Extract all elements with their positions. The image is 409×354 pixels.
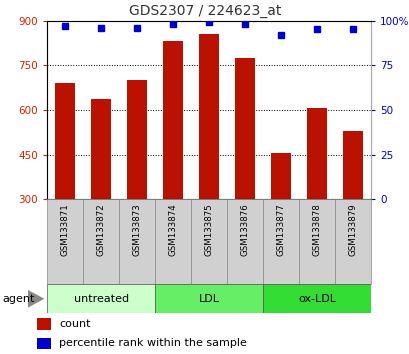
- Bar: [47, 284, 155, 313]
- Bar: [155, 199, 191, 284]
- Text: GSM133877: GSM133877: [276, 204, 285, 256]
- Text: GSM133876: GSM133876: [240, 204, 249, 256]
- Text: LDL: LDL: [198, 294, 219, 304]
- Bar: [191, 199, 227, 284]
- Text: GDS2307 / 224623_at: GDS2307 / 224623_at: [128, 4, 281, 18]
- Bar: [235, 58, 254, 199]
- Text: GSM133872: GSM133872: [97, 204, 106, 256]
- Bar: [155, 284, 263, 313]
- Bar: [91, 99, 111, 199]
- Text: GSM133879: GSM133879: [348, 204, 357, 256]
- Bar: [334, 199, 370, 284]
- Text: GSM133871: GSM133871: [61, 204, 70, 256]
- Bar: [47, 199, 83, 284]
- Bar: [119, 199, 155, 284]
- Bar: [37, 318, 51, 330]
- Text: GSM133875: GSM133875: [204, 204, 213, 256]
- Bar: [83, 199, 119, 284]
- Bar: [127, 80, 147, 199]
- Text: percentile rank within the sample: percentile rank within the sample: [59, 338, 247, 348]
- Bar: [37, 338, 51, 349]
- Bar: [306, 108, 326, 199]
- Polygon shape: [28, 290, 44, 308]
- Bar: [227, 199, 263, 284]
- Bar: [163, 41, 182, 199]
- Bar: [263, 284, 370, 313]
- Text: count: count: [59, 319, 91, 329]
- Text: GSM133878: GSM133878: [312, 204, 321, 256]
- Bar: [55, 83, 75, 199]
- Text: untreated: untreated: [73, 294, 128, 304]
- Bar: [199, 34, 218, 199]
- Text: agent: agent: [2, 294, 34, 304]
- Bar: [270, 153, 290, 199]
- Text: GSM133873: GSM133873: [132, 204, 141, 256]
- Text: ox-LDL: ox-LDL: [297, 294, 335, 304]
- Bar: [298, 199, 334, 284]
- Bar: [263, 199, 298, 284]
- Bar: [342, 131, 362, 199]
- Text: GSM133874: GSM133874: [168, 204, 177, 256]
